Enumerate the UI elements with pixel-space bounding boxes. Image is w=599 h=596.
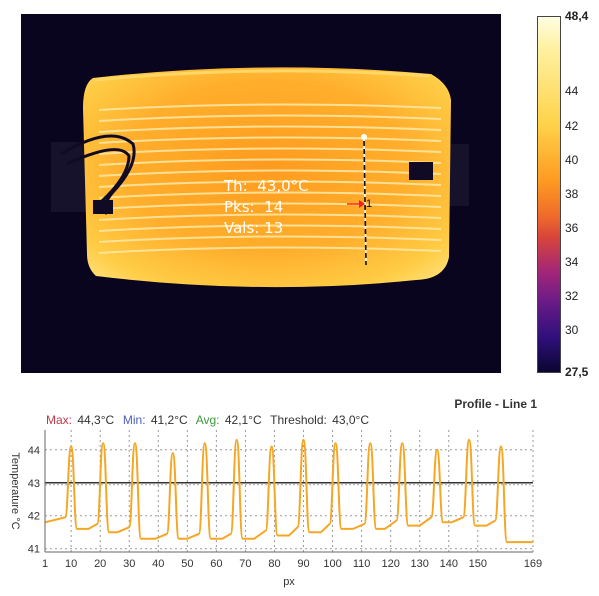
profile-stats-legend: Max: 44,3°C Min: 41,2°C Avg: 42,1°C Thre… [46,413,371,427]
rear-window-glass [83,67,451,288]
peaks-value: 14 [264,198,284,216]
peaks-label: Pks: [224,198,255,216]
thermal-image: 1 [21,14,501,373]
scale-tick-44: 44 [565,84,579,98]
x-tick-label: 100 [323,558,341,570]
scale-tick-42: 42 [565,119,579,133]
temperature-profile-series [44,438,533,544]
heating-wire [98,136,442,144]
x-tick-label: 70 [239,558,251,570]
scale-tick-40: 40 [565,153,579,167]
profile-title: Profile - Line 1 [454,397,537,411]
x-tick-label: 120 [381,558,399,570]
scale-tick-36: 36 [565,221,579,235]
x-axis-label: px [283,576,295,588]
heating-wire [98,202,442,210]
x-tick-label: 80 [268,558,280,570]
temperature-color-scale [537,16,561,373]
y-tick-label: 41 [28,544,40,556]
min-label: Min: [122,413,146,427]
right-connector [409,162,433,180]
scale-tick-30: 30 [565,323,579,337]
x-tick-label: 20 [94,558,106,570]
thermal-scene: 1 [51,67,469,288]
heating-wire [98,180,442,188]
peaks-readout: Pks: 14 [224,197,283,218]
valleys-value: 13 [264,219,284,237]
x-tick-label: 60 [210,558,222,570]
heating-wire [98,114,442,122]
scale-tick-38: 38 [565,187,579,201]
avg-value: 42,1°C [224,413,262,427]
heating-wire [98,158,442,166]
y-tick-label: 42 [28,511,40,523]
heating-wire [98,224,442,232]
threshold-legend-label: Threshold: [270,413,327,427]
threshold-readout: Th: 43,0°C [224,176,309,197]
heating-wire [98,191,442,199]
threshold-value: 43,0°C [257,177,309,195]
y-tick-label: 43 [28,478,40,490]
x-tick-label: 1 [42,558,48,570]
threshold-legend-value: 43,0°C [332,413,370,427]
x-tick-label: 30 [123,558,135,570]
max-value: 44,3°C [77,413,115,427]
x-tick-label: 50 [181,558,193,570]
x-tick-label: 169 [524,558,542,570]
heating-wire [98,125,442,133]
x-tick-label: 90 [297,558,309,570]
x-tick-label: 140 [440,558,458,570]
x-tick-label: 130 [411,558,429,570]
heating-wire [98,213,442,221]
profile-line-start-dot[interactable] [361,134,367,140]
threshold-label: Th: [224,177,248,195]
x-tick-label: 40 [152,558,164,570]
scale-tick-32: 32 [565,289,579,303]
heating-wire [98,103,442,111]
heating-wire [98,235,442,243]
heating-wire [98,169,442,177]
x-tick-label: 150 [469,558,487,570]
x-tick-label: 110 [353,558,371,570]
heating-wire [98,246,442,254]
min-value: 41,2°C [150,413,188,427]
avg-label: Avg: [195,413,220,427]
valleys-readout: Vals: 13 [224,218,283,239]
scale-min-label: 27,5 [565,365,589,379]
valleys-label: Vals: [224,219,260,237]
y-axis-label: Temperature °C [9,452,21,529]
x-tick-label: 10 [65,558,77,570]
heating-wires [98,103,442,254]
scale-max-label: 48,4 [565,9,589,23]
y-tick-label: 44 [28,445,40,457]
scale-tick-34: 34 [565,255,579,269]
profile-line-marker: 1 [366,198,372,210]
max-label: Max: [46,413,73,427]
heating-wire [98,147,442,155]
